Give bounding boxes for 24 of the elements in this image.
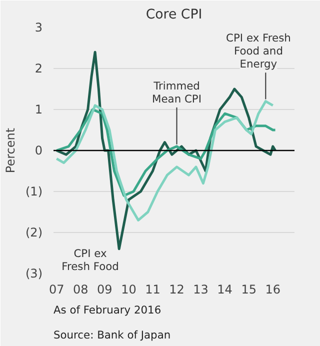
source-note: Source: Bank of Japan (54, 328, 171, 342)
x-tick-label: 10 (121, 282, 136, 296)
text: As of February 2016 (54, 304, 162, 316)
y-tick-label: 1 (34, 102, 43, 116)
chart-title: Core CPI (146, 8, 202, 22)
x-tick-label: 13 (193, 282, 208, 296)
y-tick-label: 2 (34, 62, 43, 76)
y-tick-label: (3) (26, 266, 42, 280)
x-tick-label: 12 (169, 282, 184, 296)
y-tick-label: 0 (34, 144, 43, 158)
x-tick-label: 07 (48, 282, 64, 296)
x-tick-label: 14 (217, 282, 232, 296)
x-tick-label: 08 (73, 282, 88, 296)
x-tick-label: 09 (97, 282, 112, 296)
y-axis-title: Percent (4, 128, 18, 174)
text: Trimmed Mean CPI (152, 79, 202, 106)
x-tick-label: 11 (145, 282, 160, 296)
y-tick-label: (1) (26, 184, 42, 198)
x-tick-label: 15 (241, 282, 256, 296)
text: CPI ex Fresh Food and Energy (226, 32, 291, 71)
x-tick-label: 16 (265, 282, 281, 296)
y-tick-label: 3 (34, 20, 43, 34)
series-label: CPI ex Fresh Food (62, 246, 119, 273)
y-tick-label: (2) (26, 226, 42, 240)
